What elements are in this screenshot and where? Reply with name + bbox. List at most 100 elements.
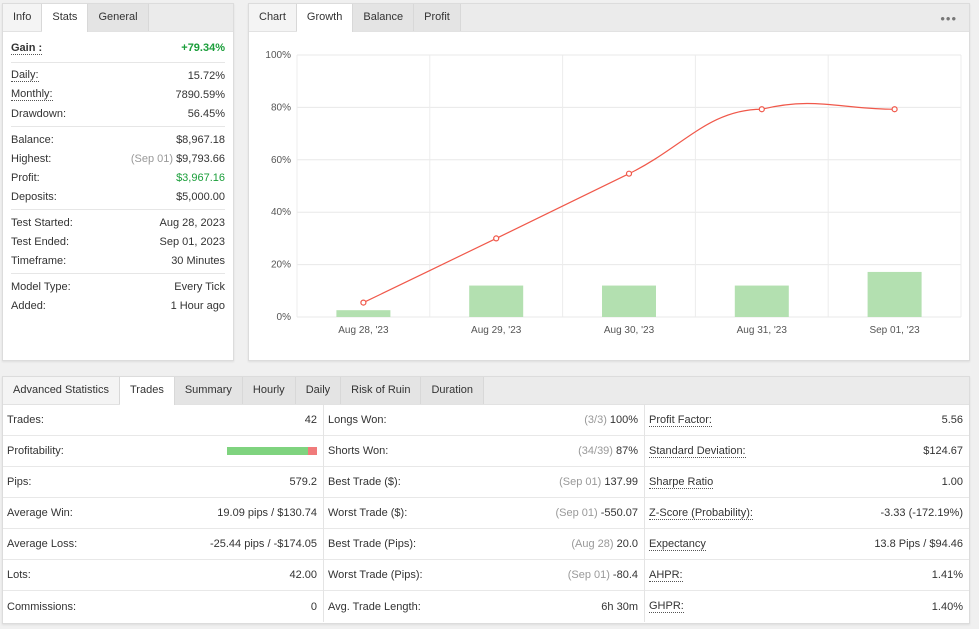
lots-value: 42.00 bbox=[289, 569, 317, 581]
commissions-label: Commissions: bbox=[7, 600, 77, 613]
ghpr-value: 1.40% bbox=[932, 601, 963, 613]
growth-chart: 0% 20% 40% 60% 80% 100% Aug 28, '23 Aug 29, '23… bbox=[265, 50, 962, 336]
average-loss-label: Average Loss: bbox=[7, 538, 78, 550]
tab-general[interactable]: General bbox=[88, 4, 149, 31]
stat-row-pips: Pips: 579.2 bbox=[3, 467, 323, 498]
gain-value: +79.34% bbox=[181, 42, 225, 54]
info-tabs: Info Stats General bbox=[3, 4, 233, 32]
test-started-value: Aug 28, 2023 bbox=[160, 217, 225, 229]
tab-hourly[interactable]: Hourly bbox=[242, 377, 296, 404]
best-trade-value: (Sep 01) 137.99 bbox=[559, 476, 638, 488]
profit-factor-label[interactable]: Profit Factor: bbox=[649, 413, 712, 427]
info-row-monthly: Monthly: 7890.59% bbox=[11, 85, 225, 104]
stat-row-worst-trade: Worst Trade ($): (Sep 01) -550.07 bbox=[324, 498, 644, 529]
stat-row-trades: Trades: 42 bbox=[3, 405, 323, 436]
daily-gain-bar bbox=[469, 285, 524, 317]
daily-label[interactable]: Daily: bbox=[11, 69, 39, 82]
tab-summary[interactable]: Summary bbox=[174, 377, 243, 404]
lots-amount: 42.00 bbox=[289, 569, 317, 581]
timeframe-value: 30 Minutes bbox=[171, 255, 225, 267]
x-tick-label: Aug 31, '23 bbox=[737, 325, 788, 336]
gain-label[interactable]: Gain : bbox=[11, 41, 43, 55]
z-score-probability-label[interactable]: Z-Score (Probability): bbox=[649, 506, 753, 520]
timeframe-label: Timeframe: bbox=[11, 254, 67, 267]
growth-point bbox=[625, 170, 633, 177]
standard-deviation-amount: $124.67 bbox=[923, 445, 963, 457]
profitability-label: Profitability: bbox=[7, 445, 64, 457]
longs-won-note: (3/3) bbox=[584, 414, 607, 426]
monthly-label[interactable]: Monthly: bbox=[11, 88, 53, 101]
stats-grid: Trades: 42 Profitability: Pips: 579.2 Average… bbox=[3, 405, 969, 622]
shorts-won-note: (34/39) bbox=[578, 445, 613, 457]
daily-amount: 15.72% bbox=[187, 69, 225, 82]
ellipsis-icon[interactable]: ••• bbox=[940, 11, 957, 26]
worst-trade-note: (Sep 01) bbox=[555, 507, 598, 519]
info-row-test-started: Test Started: Aug 28, 2023 bbox=[11, 213, 225, 232]
tab-daily[interactable]: Daily bbox=[295, 377, 342, 404]
highest-date: (Sep 01) bbox=[130, 152, 174, 165]
stat-row-profit-factor: Profit Factor: 5.56 bbox=[645, 405, 969, 436]
daily-gain-bar bbox=[602, 285, 656, 317]
shorts-won-amount: 87% bbox=[615, 445, 638, 457]
avg-trade-length-value: 6h 30m bbox=[601, 601, 638, 613]
ahpr-label[interactable]: AHPR: bbox=[649, 568, 683, 582]
profitability-lost-segment bbox=[308, 447, 317, 455]
worst-trade-pips-amount: -80.4 bbox=[612, 569, 638, 581]
timeframe-amount: 30 Minutes bbox=[171, 254, 225, 267]
tab-risk-of-ruin[interactable]: Risk of Ruin bbox=[341, 377, 422, 404]
shorts-won-label: Shorts Won: bbox=[328, 445, 389, 457]
growth-point bbox=[493, 235, 500, 242]
added-amount: 1 Hour ago bbox=[170, 299, 225, 312]
standard-deviation-value: $124.67 bbox=[923, 445, 963, 457]
profitability-bar bbox=[227, 447, 317, 455]
info-group: Model Type: Every Tick Added: 1 Hour ago bbox=[11, 274, 225, 318]
model-type-value: Every Tick bbox=[174, 281, 225, 293]
average-loss-amount: -25.44 pips / -$174.05 bbox=[209, 538, 317, 550]
test-started-amount: Aug 28, 2023 bbox=[159, 216, 225, 229]
pips-label: Pips: bbox=[7, 476, 32, 488]
tab-balance[interactable]: Balance bbox=[353, 4, 415, 31]
stat-row-average-win: Average Win: 19.09 pips / $130.74 bbox=[3, 498, 323, 529]
x-tick-label: Sep 01, '23 bbox=[869, 325, 920, 336]
profit-amount: $3,967.16 bbox=[176, 171, 225, 184]
ghpr-label[interactable]: GHPR: bbox=[649, 600, 684, 613]
pips-value: 579.2 bbox=[289, 476, 317, 488]
stat-row-sharpe-ratio: Sharpe Ratio 1.00 bbox=[645, 467, 969, 498]
avg-trade-length-label: Avg. Trade Length: bbox=[328, 600, 421, 613]
highest-value: (Sep 01) $9,793.66 bbox=[131, 153, 225, 165]
avg-trade-length-amount: 6h 30m bbox=[601, 600, 638, 613]
added-value: 1 Hour ago bbox=[171, 300, 225, 312]
tab-info[interactable]: Info bbox=[3, 4, 43, 31]
model-type-amount: Every Tick bbox=[174, 280, 225, 293]
info-row-daily: Daily: 15.72% bbox=[11, 66, 225, 85]
worst-trade-pips-value: (Sep 01) -80.4 bbox=[568, 569, 638, 581]
standard-deviation-label[interactable]: Standard Deviation: bbox=[649, 444, 746, 458]
trades-value: 42 bbox=[305, 414, 317, 426]
growth-point bbox=[891, 106, 898, 113]
ahpr-amount: 1.41% bbox=[931, 569, 963, 581]
average-loss-value: -25.44 pips / -$174.05 bbox=[210, 538, 317, 550]
info-row-drawdown: Drawdown: 56.45% bbox=[11, 104, 225, 123]
sharpe-ratio-label[interactable]: Sharpe Ratio bbox=[649, 475, 714, 489]
tab-duration[interactable]: Duration bbox=[421, 377, 485, 404]
tab-profit[interactable]: Profit bbox=[414, 4, 461, 31]
worst-trade-pips-label: Worst Trade (Pips): bbox=[328, 569, 423, 581]
info-body: Gain : +79.34% Daily: 15.72% Monthly: 7890.… bbox=[3, 32, 233, 318]
tab-stats[interactable]: Stats bbox=[42, 4, 89, 32]
expectancy-label[interactable]: Expectancy bbox=[649, 537, 706, 551]
deposits-amount: $5,000.00 bbox=[176, 190, 225, 203]
tab-chart[interactable]: Chart bbox=[249, 4, 297, 31]
drawdown-value: 56.45% bbox=[188, 108, 225, 120]
drawdown-amount: 56.45% bbox=[187, 107, 225, 120]
daily-gain-bar bbox=[734, 285, 789, 317]
longs-won-label: Longs Won: bbox=[328, 414, 387, 426]
worst-trade-pips-note: (Sep 01) bbox=[567, 569, 610, 581]
stat-row-z-score-probability: Z-Score (Probability): -3.33 (-172.19%) bbox=[645, 498, 969, 529]
tab-growth[interactable]: Growth bbox=[296, 4, 354, 32]
chart-panel: Chart Growth Balance Profit ••• 0% 20% 40%… bbox=[248, 3, 970, 361]
z-score-probability-value: -3.33 (-172.19%) bbox=[880, 507, 963, 519]
best-trade-pips-note: (Aug 28) bbox=[571, 538, 614, 550]
worst-trade-label: Worst Trade ($): bbox=[328, 507, 408, 519]
stat-row-worst-trade-pips: Worst Trade (Pips): (Sep 01) -80.4 bbox=[324, 560, 644, 591]
tab-trades[interactable]: Trades bbox=[120, 377, 175, 405]
